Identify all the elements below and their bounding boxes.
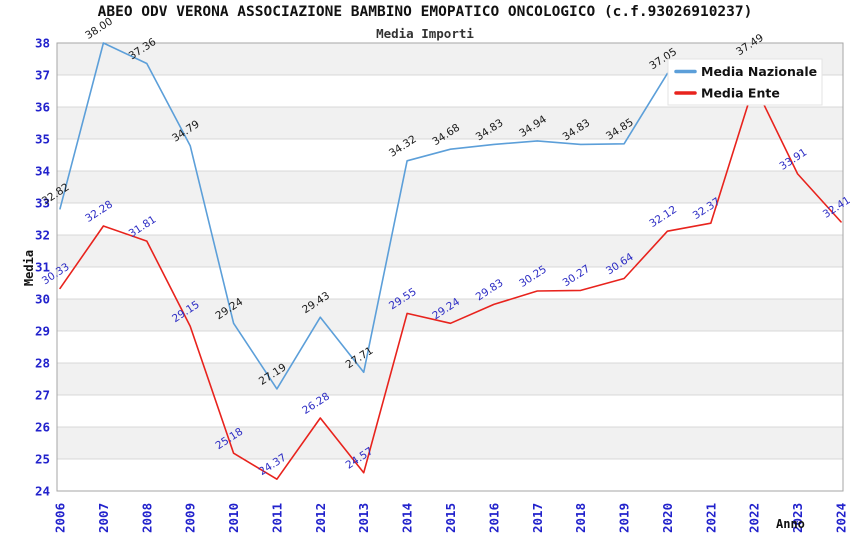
x-tick-label: 2010 xyxy=(226,503,241,533)
x-tick-label: 2023 xyxy=(790,503,805,533)
y-tick-label: 29 xyxy=(35,324,50,339)
y-tick-label: 37 xyxy=(35,68,50,83)
x-tick-label: 2014 xyxy=(400,503,415,533)
legend-item-media-nazionale: Media Nazionale xyxy=(674,64,817,79)
plot-border xyxy=(56,42,844,492)
x-tick-label: 2013 xyxy=(356,503,371,533)
point-label: 38.00 xyxy=(83,15,115,41)
chart-title: ABEO ODV VERONA ASSOCIAZIONE BAMBINO EMO… xyxy=(97,4,753,20)
legend-item-label: Media Nazionale xyxy=(701,64,817,79)
y-tick-label: 24 xyxy=(35,484,50,499)
y-tick-label: 27 xyxy=(35,388,50,403)
x-tick-label: 2022 xyxy=(747,503,762,533)
x-tick-label: 2016 xyxy=(486,503,501,533)
y-tick-label: 26 xyxy=(35,420,50,435)
y-tick-label: 28 xyxy=(35,356,50,371)
x-tick-label: 2020 xyxy=(660,503,675,533)
x-tick-label: 2009 xyxy=(183,503,198,533)
point-label: 33.91 xyxy=(777,146,809,172)
y-tick-label: 32 xyxy=(35,228,50,243)
y-tick-label: 25 xyxy=(35,452,50,467)
chart-subtitle: Media Importi xyxy=(376,26,474,41)
y-tick-label: 36 xyxy=(35,100,50,115)
y-axis-ticks: 24 25 26 27 28 29 30 31 32 33 34 35 36 37 38 xyxy=(35,36,50,499)
legend: Media Nazionale Media Ente xyxy=(667,58,823,106)
x-tick-label: 2015 xyxy=(443,503,458,533)
x-tick-label: 2024 xyxy=(834,503,849,533)
y-tick-label: 38 xyxy=(35,36,50,51)
y-axis-title: Media xyxy=(22,250,36,286)
x-tick-label: 2011 xyxy=(269,503,284,533)
line-media-ente xyxy=(59,83,842,481)
x-tick-label: 2006 xyxy=(53,503,68,533)
x-axis-ticks: 2006 2007 2008 2009 2010 2011 2012 2013 2014 2015… xyxy=(53,503,849,533)
legend-box xyxy=(667,58,823,106)
x-tick-label: 2019 xyxy=(617,503,632,533)
legend-item-label: Media Ente xyxy=(701,86,780,101)
y-tick-label: 30 xyxy=(35,292,50,307)
legend-item-media-ente: Media Ente xyxy=(674,86,780,101)
stripe-bands xyxy=(57,43,843,459)
point-label: 32.12 xyxy=(647,204,679,230)
x-tick-label: 2008 xyxy=(139,503,154,533)
y-tick-label: 31 xyxy=(35,260,50,275)
y-tick-label: 34 xyxy=(35,164,50,179)
y-tick-label: 33 xyxy=(35,196,50,211)
x-tick-label: 2007 xyxy=(96,503,111,533)
x-tick-label: 2017 xyxy=(530,503,545,533)
y-tick-label: 35 xyxy=(35,132,50,147)
gridlines xyxy=(57,74,843,460)
x-axis-title: Anno xyxy=(776,517,805,531)
x-tick-label: 2012 xyxy=(313,503,328,533)
x-tick-label: 2018 xyxy=(573,503,588,533)
x-tick-label: 2021 xyxy=(703,503,718,533)
line-media-nazionale xyxy=(59,42,756,390)
